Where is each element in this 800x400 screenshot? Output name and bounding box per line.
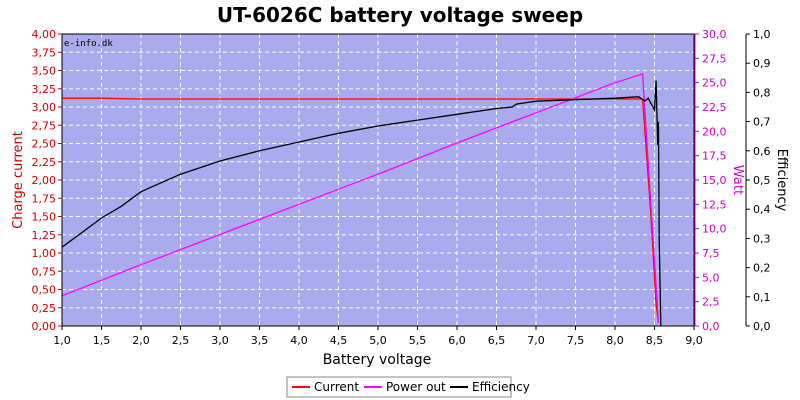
y-left-tick-label: 2,00 [32,174,57,187]
x-tick-label: 1,5 [93,334,111,347]
y-left-tick-label: 3,75 [32,46,57,59]
y-right1-tick-label: 30,0 [702,28,727,41]
y-axis-left: 0,00 0,25 0,50 0,75 1,00 1,25 1,50 1,75 2,00 2,25… [32,28,62,333]
y-left-tick-label: 2,50 [32,138,57,151]
y-axis-right-efficiency: 0,0 0,1 0,2 0,3 0,4 0,5 0,6 0,7 0,8 0,9 1,0 [745,28,771,333]
x-tick-label: 7,5 [567,334,585,347]
x-tick-label: 4,0 [290,334,308,347]
x-tick-label: 8,0 [606,334,624,347]
y-right1-tick-label: 20,0 [702,125,727,138]
y-right2-tick-label: 0,7 [753,116,771,129]
y-left-tick-label: 3,25 [32,83,57,96]
y-left-tick-label: 4,00 [32,28,57,41]
watermark: e-info.dk [64,39,113,49]
x-axis: 1,0 1,5 2,0 2,5 3,0 3,5 4,0 4,5 5,0 5,5 6,0 6,5 7,0 7… [53,326,703,347]
y-right2-tick-label: 0,2 [753,262,771,275]
x-tick-label: 6,5 [488,334,506,347]
y-right2-tick-label: 0,5 [753,174,771,187]
y-axis-right-efficiency-label: Efficiency [774,149,789,212]
legend-label-power-out: Power out [386,380,446,394]
y-right1-tick-label: 27,5 [702,52,727,65]
y-right2-tick-label: 0,6 [753,145,771,158]
y-right2-tick-label: 0,1 [753,291,771,304]
y-right1-tick-label: 10,0 [702,223,727,236]
y-right1-tick-label: 17,5 [702,150,727,163]
x-tick-label: 6,0 [448,334,466,347]
y-right1-tick-label: 12,5 [702,198,727,211]
y-left-tick-label: 3,50 [32,65,57,78]
y-left-tick-label: 0,75 [32,265,57,278]
x-tick-label: 1,0 [53,334,71,347]
y-right1-tick-label: 22,5 [702,101,727,114]
legend: Current Power out Efficiency [286,376,530,398]
y-right2-tick-label: 0,9 [753,57,771,70]
y-left-tick-label: 3,00 [32,101,57,114]
legend-label-current: Current [314,380,359,394]
x-axis-label: Battery voltage [323,352,432,368]
y-axis-right-watt-label: Watt [730,165,745,195]
y-right1-tick-label: 7,5 [702,247,720,260]
x-tick-label: 2,5 [172,334,190,347]
x-tick-label: 3,0 [211,334,229,347]
y-right1-tick-label: 0,0 [702,320,720,333]
y-left-tick-label: 0,50 [32,284,57,297]
x-tick-label: 3,5 [251,334,269,347]
y-left-tick-label: 2,25 [32,156,57,169]
y-left-tick-label: 0,00 [32,320,57,333]
legend-box [286,376,512,398]
y-right1-tick-label: 15,0 [702,174,727,187]
y-right2-tick-label: 0,4 [753,203,771,216]
x-tick-label: 5,0 [369,334,387,347]
y-left-tick-label: 1,00 [32,247,57,260]
x-tick-label: 5,5 [409,334,427,347]
y-right1-tick-label: 5,0 [702,271,720,284]
y-left-tick-label: 1,50 [32,211,57,224]
y-left-tick-label: 0,25 [32,302,57,315]
series-layer [61,73,662,327]
y-axis-left-label: Charge current [11,131,26,229]
y-axis-right-watt: 0,0 2,5 5,0 7,5 10,0 12,5 15,0 17,5 20,0 22,5 25,0… [694,28,727,333]
y-right1-tick-label: 25,0 [702,77,727,90]
x-tick-label: 7,0 [527,334,545,347]
y-right2-tick-label: 0,8 [753,86,771,99]
chart-title: UT-6026C battery voltage sweep [217,3,583,27]
y-left-tick-label: 1,75 [32,192,57,205]
y-right2-tick-label: 0,0 [753,320,771,333]
y-left-tick-label: 1,25 [32,229,57,242]
series-power-out-line [61,73,660,324]
series-efficiency-line [61,80,662,327]
y-right2-tick-label: 1,0 [753,28,771,41]
x-tick-label: 9,0 [685,334,703,347]
x-tick-label: 2,0 [132,334,150,347]
y-right2-tick-label: 0,3 [753,232,771,245]
series-current-line [62,97,660,323]
legend-label-efficiency: Efficiency [472,380,530,394]
x-tick-label: 4,5 [330,334,348,347]
x-tick-label: 8,5 [646,334,664,347]
y-right1-tick-label: 2,5 [702,296,720,309]
y-left-tick-label: 2,75 [32,119,57,132]
